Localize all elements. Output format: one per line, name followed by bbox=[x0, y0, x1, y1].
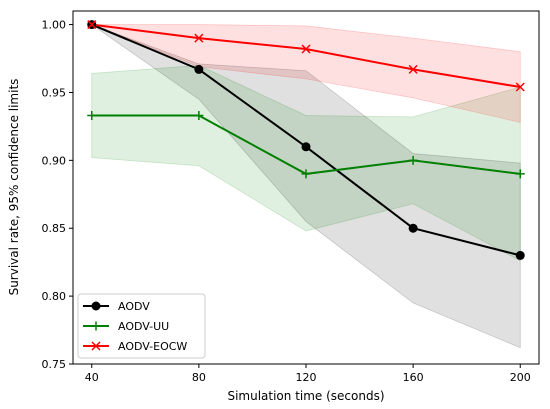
point-aodv-eocw bbox=[194, 33, 204, 43]
x-tick-label: 120 bbox=[296, 371, 317, 384]
y-axis-label: Survival rate, 95% confidence limits bbox=[7, 79, 21, 296]
point-aodv bbox=[408, 223, 418, 233]
legend-marker-aodv-eocw bbox=[91, 341, 101, 351]
y-tick-label: 1.00 bbox=[42, 19, 67, 32]
x-tick-label: 80 bbox=[192, 371, 206, 384]
legend-label-aodv: AODV bbox=[118, 300, 150, 313]
legend-marker-aodv-uu bbox=[91, 321, 101, 331]
point-aodv-eocw bbox=[515, 82, 525, 92]
point-aodv-eocw bbox=[408, 64, 418, 74]
point-aodv-eocw bbox=[301, 44, 311, 54]
point-aodv-uu bbox=[301, 169, 311, 179]
point-aodv-uu bbox=[515, 169, 525, 179]
legend-label-aodv-uu: AODV-UU bbox=[118, 320, 169, 333]
x-axis-ticks: 40 80 120 160 200 bbox=[85, 364, 531, 384]
point-aodv bbox=[301, 142, 311, 152]
point-aodv bbox=[194, 64, 204, 74]
x-axis-label: Simulation time (seconds) bbox=[227, 389, 384, 403]
legend-marker-aodv bbox=[91, 301, 101, 311]
y-tick-label: 0.85 bbox=[42, 222, 67, 235]
point-aodv-uu bbox=[408, 155, 418, 165]
series-markers bbox=[87, 20, 525, 260]
y-tick-label: 0.75 bbox=[42, 358, 67, 371]
x-tick-label: 160 bbox=[403, 371, 424, 384]
point-aodv-uu bbox=[194, 111, 204, 121]
point-aodv-eocw bbox=[87, 20, 97, 30]
y-tick-label: 0.95 bbox=[42, 86, 67, 99]
legend: AODV AODV-UU AODV-EOCW bbox=[77, 293, 206, 359]
x-tick-label: 40 bbox=[85, 371, 99, 384]
point-aodv-uu bbox=[87, 111, 97, 121]
legend-label-aodv-eocw: AODV-EOCW bbox=[118, 340, 187, 353]
y-tick-label: 0.90 bbox=[42, 154, 67, 167]
legend-box bbox=[77, 293, 206, 359]
y-tick-label: 0.80 bbox=[42, 290, 67, 303]
x-tick-label: 200 bbox=[510, 371, 531, 384]
point-aodv bbox=[515, 250, 525, 260]
y-axis-ticks: 0.75 0.80 0.85 0.90 0.95 1.00 bbox=[42, 19, 73, 371]
